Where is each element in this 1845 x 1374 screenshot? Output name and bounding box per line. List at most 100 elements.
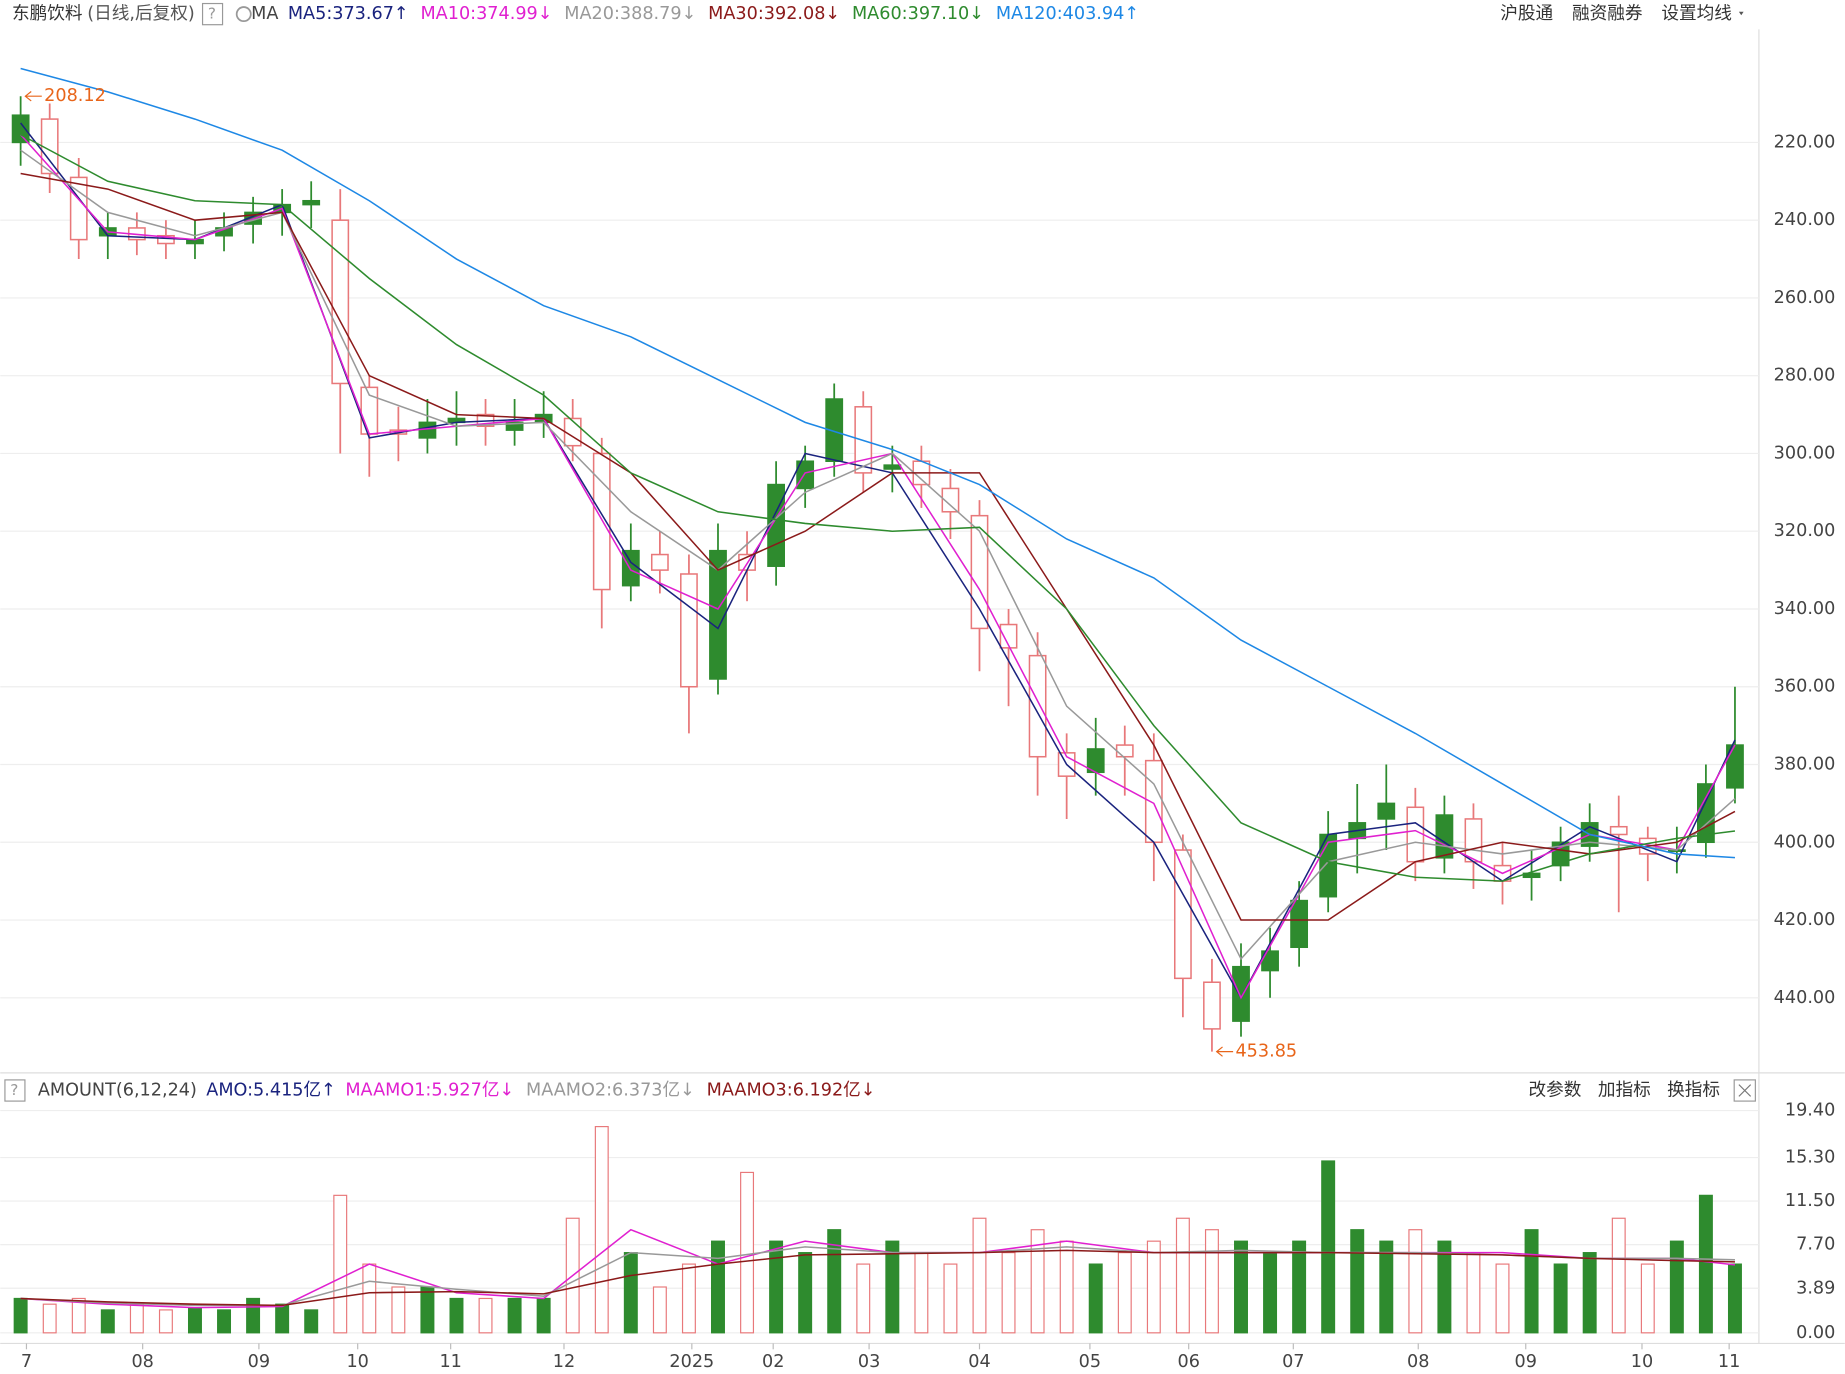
- legend-item: (日线,后复权): [87, 3, 194, 24]
- legend-item: MA120:403.94↑: [996, 4, 1139, 24]
- y2-tick-label: 19.40: [1785, 1101, 1835, 1121]
- candle-body: [11, 114, 30, 144]
- legend-item: MA60:397.10↓: [852, 4, 984, 24]
- candle-body: [1609, 825, 1628, 836]
- candle-body: [302, 199, 321, 206]
- ma-line: [20, 67, 1736, 859]
- close-button[interactable]: [1733, 1079, 1756, 1102]
- annotation-arrow: [1215, 1046, 1234, 1057]
- legend-item: MA5:373.67↑: [288, 4, 409, 24]
- volume-bar: [885, 1240, 900, 1334]
- toolbar-button[interactable]: 设置均线: [1661, 3, 1732, 24]
- ma-line: [20, 149, 1736, 961]
- candle-body: [1435, 814, 1454, 859]
- y-tick-label: 320.00: [1774, 521, 1836, 541]
- volume-bar: [1408, 1229, 1423, 1334]
- volume-bar: [13, 1297, 28, 1334]
- volume-bar: [42, 1303, 57, 1334]
- volume-bar: [652, 1286, 667, 1334]
- candle-body: [883, 464, 902, 470]
- candle-body: [970, 514, 989, 630]
- x-tick-label: 11: [439, 1352, 461, 1372]
- annotation: 208.12: [44, 86, 106, 106]
- volume-bar: [536, 1297, 551, 1334]
- legend-item: MA30:392.08↓: [708, 4, 840, 24]
- volume-bar: [449, 1297, 464, 1334]
- candle-body: [767, 483, 786, 567]
- volume-bar: [1088, 1263, 1103, 1334]
- toolbar-button[interactable]: 换指标: [1667, 1079, 1720, 1100]
- x-tick-label: 02: [762, 1352, 784, 1372]
- candle-body: [709, 549, 727, 680]
- volume-bar: [333, 1194, 348, 1334]
- volume-bar: [681, 1263, 696, 1334]
- candle-body: [1406, 806, 1425, 863]
- volume-bar: [71, 1297, 86, 1334]
- volume-bar: [478, 1297, 493, 1334]
- y2-tick-label: 0.00: [1796, 1323, 1835, 1343]
- legend-item: AMOUNT(6,12,24): [38, 1080, 197, 1100]
- y-tick-label: 440.00: [1774, 988, 1836, 1008]
- legend-item: MA: [251, 4, 278, 24]
- volume-bar: [1524, 1229, 1539, 1334]
- y-tick-label: 340.00: [1774, 599, 1836, 619]
- x-tick-label: 2025: [669, 1352, 714, 1372]
- candle-body: [941, 487, 960, 513]
- x-tick-label: 12: [553, 1352, 575, 1372]
- legend-item: MAAMO3:6.192亿↓: [707, 1079, 876, 1100]
- volume-bar: [740, 1171, 755, 1334]
- x-tick-label: 03: [858, 1352, 880, 1372]
- x-tick-label: 11: [1718, 1352, 1740, 1372]
- volume-bar: [304, 1309, 319, 1334]
- candle-body: [505, 421, 524, 431]
- toolbar-button[interactable]: 加指标: [1598, 1079, 1651, 1100]
- volume-bar: [856, 1263, 871, 1334]
- annotation: 453.85: [1235, 1042, 1297, 1062]
- legend-item: MAAMO1:5.927亿↓: [345, 1079, 514, 1100]
- candle-body: [592, 452, 611, 591]
- candle-body: [563, 417, 582, 447]
- candle-body: [1377, 802, 1396, 820]
- volume-bar: [1553, 1263, 1568, 1334]
- help-icon[interactable]: [4, 1079, 26, 1102]
- candle-body: [650, 553, 669, 571]
- help-icon[interactable]: [201, 2, 224, 26]
- candle-body: [1173, 849, 1192, 980]
- legend-item: MA20:388.79↓: [564, 4, 696, 24]
- candle-body: [825, 398, 844, 462]
- volume-bar: [420, 1286, 435, 1334]
- y-tick-label: 260.00: [1774, 288, 1836, 308]
- candle-body: [796, 460, 815, 490]
- candle-body: [621, 549, 640, 587]
- x-tick-label: 06: [1177, 1352, 1199, 1372]
- y2-tick-label: 15.30: [1785, 1148, 1835, 1168]
- volume-bar: [972, 1217, 987, 1334]
- y2-tick-label: 3.89: [1796, 1278, 1835, 1298]
- plot: 208.12 453.85: [11, 67, 1744, 1334]
- toolbar-button[interactable]: 沪股通: [1500, 3, 1553, 24]
- volume-bar: [391, 1286, 406, 1334]
- volume-bar: [798, 1252, 813, 1334]
- x-tick-label: 08: [1407, 1352, 1429, 1372]
- y-tick-label: 240.00: [1774, 210, 1836, 230]
- toolbar-button[interactable]: 融资融券: [1572, 3, 1643, 24]
- volume-bar: [1204, 1229, 1219, 1334]
- volume-bar: [1030, 1229, 1045, 1334]
- settings-icon[interactable]: [235, 6, 252, 23]
- volume-bar: [594, 1126, 609, 1334]
- y-tick-label: 380.00: [1774, 755, 1836, 775]
- toolbar-button[interactable]: 改参数: [1528, 1079, 1581, 1100]
- volume-bar: [1321, 1160, 1336, 1334]
- candle-body: [680, 573, 698, 688]
- volume-bar: [1350, 1229, 1365, 1334]
- volume-bar: [1437, 1240, 1452, 1334]
- candle-body: [418, 421, 437, 439]
- close-icon: [1738, 1084, 1752, 1097]
- y-tick-label: 360.00: [1774, 677, 1836, 697]
- volume-bar: [1234, 1240, 1248, 1334]
- candle-body: [1464, 818, 1483, 863]
- x-tick-label: 04: [968, 1352, 990, 1372]
- volume-bar: [1582, 1252, 1597, 1334]
- volume-bar: [1292, 1240, 1307, 1334]
- candle-body: [1232, 965, 1250, 1022]
